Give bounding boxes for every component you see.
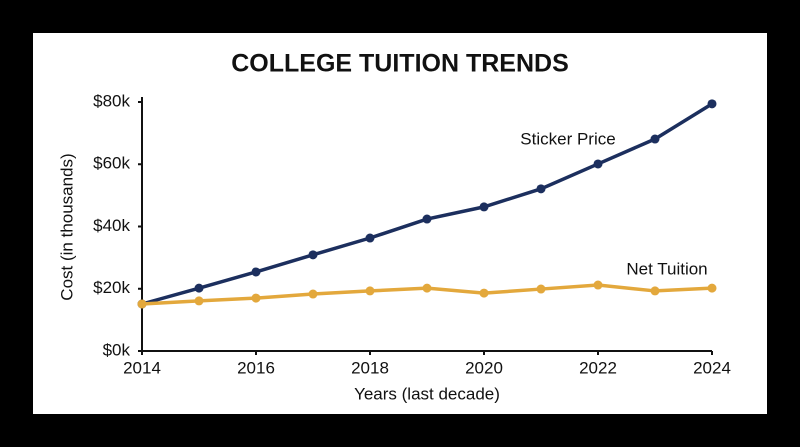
series-label: Net Tuition — [626, 260, 707, 279]
y-axis-label: Cost (in thousands) — [57, 153, 76, 300]
y-tick-label: $20k — [93, 278, 130, 297]
point — [365, 233, 375, 243]
point — [479, 202, 489, 212]
y-tick-label: $0k — [103, 340, 131, 359]
x-tick-label: 2014 — [123, 358, 161, 377]
point — [536, 284, 546, 294]
point — [650, 286, 660, 296]
point — [137, 299, 147, 309]
x-tick-label: 2024 — [693, 358, 731, 377]
point — [536, 184, 546, 194]
point — [194, 296, 204, 306]
point — [422, 283, 432, 293]
point — [251, 267, 261, 277]
point — [365, 286, 375, 296]
y-tick-label: $40k — [93, 216, 130, 235]
y-tick-label: $80k — [93, 91, 130, 110]
point — [251, 293, 261, 303]
point — [308, 289, 318, 299]
point — [707, 283, 717, 293]
point — [650, 134, 660, 144]
x-tick-label: 2018 — [351, 358, 389, 377]
point — [593, 159, 603, 169]
point — [707, 99, 717, 109]
y-tick-label: $60k — [93, 154, 130, 173]
point — [479, 288, 489, 298]
series-label: Sticker Price — [520, 129, 615, 148]
point — [194, 283, 204, 293]
chart-title: COLLEGE TUITION TRENDS — [231, 50, 569, 78]
panel — [33, 33, 767, 414]
point — [422, 214, 432, 224]
x-axis-label: Years (last decade) — [354, 384, 500, 403]
x-tick-label: 2016 — [237, 358, 275, 377]
point — [308, 250, 318, 260]
x-tick-label: 2022 — [579, 358, 617, 377]
x-tick-label: 2020 — [465, 358, 503, 377]
point — [593, 280, 603, 290]
